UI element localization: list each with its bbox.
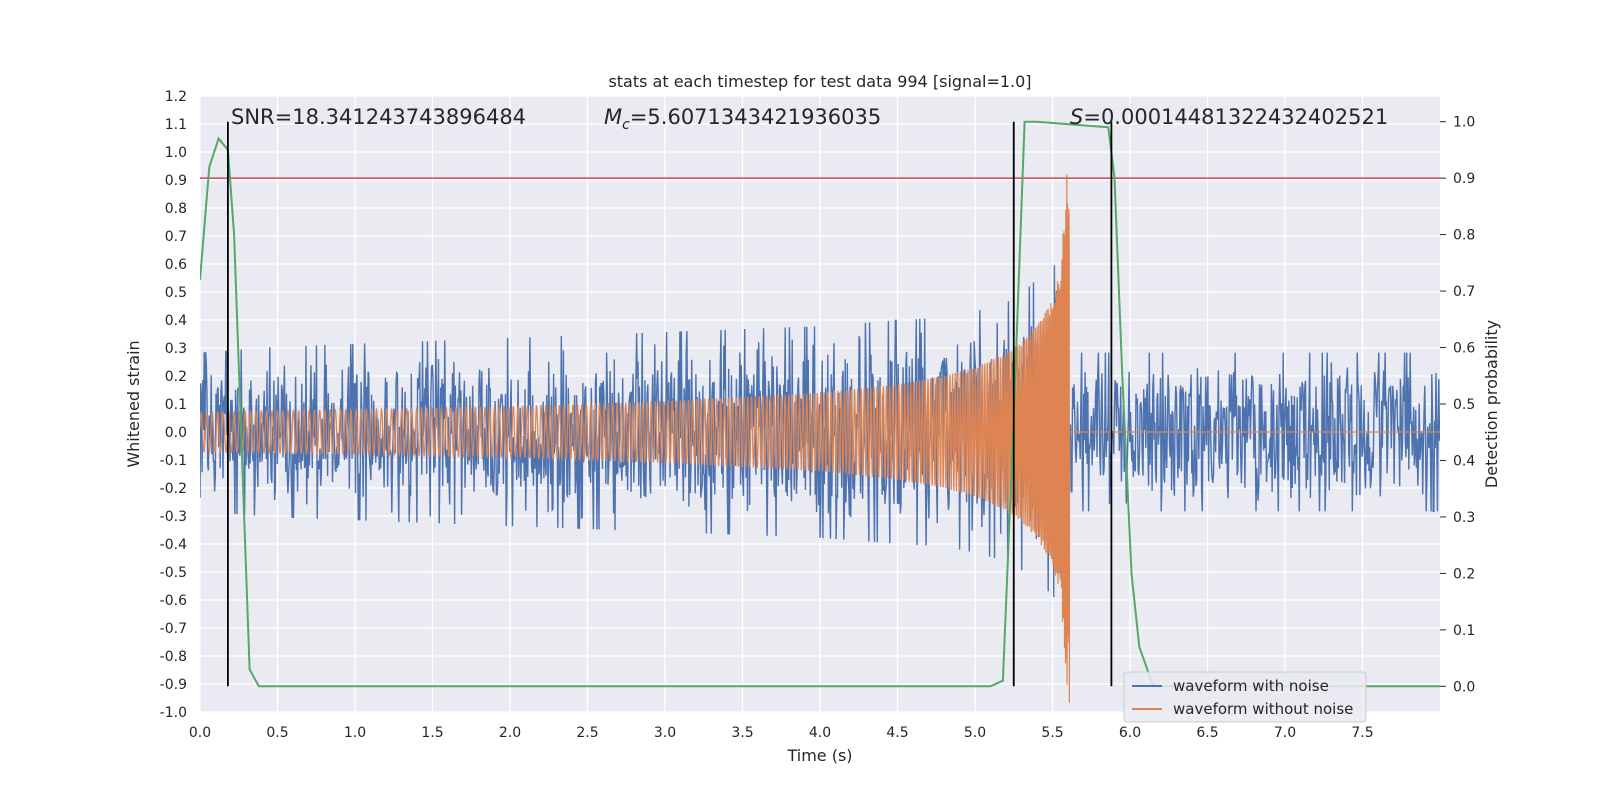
y-tick-label: 0.7: [165, 229, 187, 245]
x-tick-label: 7.0: [1274, 725, 1296, 741]
snr-annotation: SNR=18.341243743896484: [231, 105, 526, 129]
y-tick-label: 0.5: [165, 285, 187, 301]
y-tick-label: -0.3: [160, 509, 187, 525]
s-symbol: S: [1070, 105, 1083, 129]
x-tick-label: 3.0: [654, 725, 676, 741]
y-tick-label: 1.0: [165, 145, 187, 161]
y2-tick-label: 0.9: [1453, 171, 1475, 187]
s-annotation: S=0.00014481322432402521: [1070, 105, 1388, 129]
x-tick-label: 5.0: [964, 725, 986, 741]
x-tick-label: 6.0: [1119, 725, 1141, 741]
x-tick-label: 3.5: [731, 725, 753, 741]
x-tick-label: 4.5: [886, 725, 908, 741]
y-tick-label: -0.6: [160, 593, 187, 609]
legend-entry-label: waveform without noise: [1173, 700, 1353, 718]
y2-tick-label: 1.0: [1453, 115, 1475, 131]
chart-title: stats at each timestep for test data 994…: [608, 72, 1031, 91]
y-tick-label: 0.3: [165, 341, 187, 357]
y-tick-label: -0.8: [160, 649, 187, 665]
legend-entry-label: waveform with noise: [1173, 677, 1329, 695]
x-tick-label: 0.0: [189, 725, 211, 741]
x-tick-label: 4.0: [809, 725, 831, 741]
y-tick-label: -0.4: [160, 537, 187, 553]
y-tick-label: -0.5: [160, 565, 187, 581]
y-tick-label: 0.6: [165, 257, 187, 273]
x-tick-label: 2.5: [576, 725, 598, 741]
y-tick-label: 1.1: [165, 117, 187, 133]
y-tick-label: -1.0: [160, 705, 187, 721]
y-tick-label: -0.2: [160, 481, 187, 497]
mc-subscript: c: [622, 117, 630, 133]
y-tick-label: 0.2: [165, 369, 187, 385]
y-tick-label: 0.4: [165, 313, 187, 329]
x-tick-label: 5.5: [1041, 725, 1063, 741]
y-axis-label: Whitened strain: [124, 340, 143, 467]
legend: waveform with noise waveform without nois…: [1123, 671, 1367, 723]
x-tick-label: 2.0: [499, 725, 521, 741]
y-tick-label: 1.2: [165, 89, 187, 105]
x-axis-label: Time (s): [786, 746, 852, 765]
y2-tick-label: 0.3: [1453, 510, 1475, 526]
y-tick-label: 0.8: [165, 201, 187, 217]
x-tick-label: 1.5: [421, 725, 443, 741]
y2-tick-label: 0.1: [1453, 623, 1475, 639]
y-tick-label: 0.9: [165, 173, 187, 189]
s-value: =0.00014481322432402521: [1083, 105, 1388, 129]
y-tick-label: -0.7: [160, 621, 187, 637]
y2-axis-label: Detection probability: [1482, 320, 1501, 488]
mc-symbol: M: [604, 105, 622, 129]
y-tick-label: -0.9: [160, 677, 187, 693]
y2-tick-label: 0.8: [1453, 228, 1475, 244]
y-tick-label: -0.1: [160, 453, 187, 469]
x-tick-label: 6.5: [1196, 725, 1218, 741]
x-tick-label: 1.0: [344, 725, 366, 741]
series-waveform-without-noise: [200, 174, 1440, 703]
y2-tick-label: 0.0: [1453, 679, 1475, 695]
x-tick-label: 0.5: [266, 725, 288, 741]
series-waveform-with-noise: [200, 215, 1440, 642]
y2-tick-label: 0.2: [1453, 566, 1475, 582]
x-tick-label: 7.5: [1351, 725, 1373, 741]
y2-tick-label: 0.6: [1453, 341, 1475, 357]
y2-tick-label: 0.4: [1453, 453, 1475, 469]
y-tick-label: 0.1: [165, 397, 187, 413]
y2-tick-label: 0.5: [1453, 397, 1475, 413]
tick-labels: 0.0 0.5 1.0 1.5 2.0 2.5 3.0 3.5 4.0 4.5 5.0 5.5 6.0 6…: [160, 89, 1476, 741]
y2-tick-label: 0.7: [1453, 284, 1475, 300]
y-tick-label: 0.0: [165, 425, 187, 441]
annotations: SNR=18.341243743896484 Mc=5.607134342193…: [231, 105, 1388, 133]
mc-annotation: Mc=5.6071343421936035: [604, 105, 881, 133]
mc-value: =5.6071343421936035: [630, 105, 881, 129]
legend-box: [1123, 671, 1367, 723]
series-layer: [200, 120, 1440, 703]
